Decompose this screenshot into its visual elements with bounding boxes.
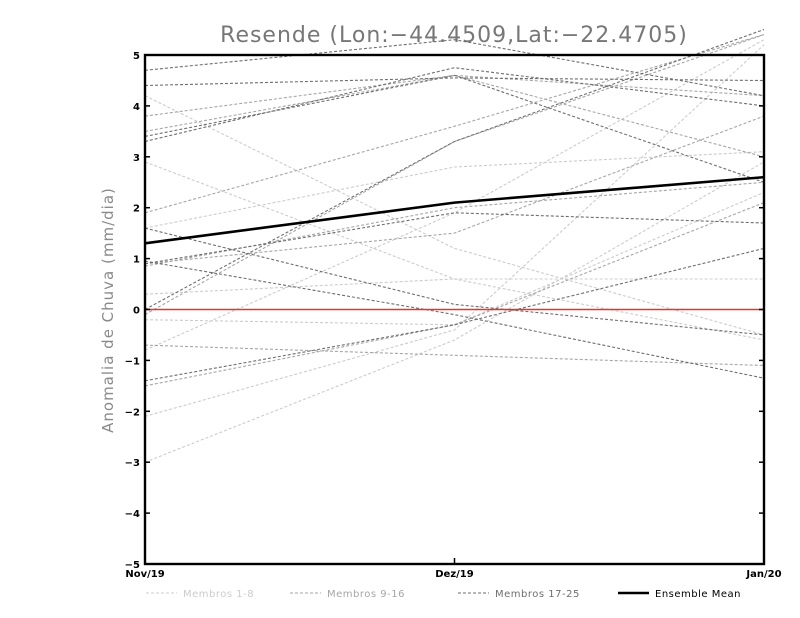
member-series-m16 [144,34,765,316]
member-series-m7 [144,151,765,229]
member-series-m9 [144,74,765,158]
y-tick-label: −5 [125,560,140,571]
member-series-m20 [144,227,765,336]
x-tick-label: Dez/19 [435,569,474,580]
member-series-m21 [144,212,765,265]
member-series-m12 [144,344,765,367]
legend-label: Membros 9-16 [327,589,405,600]
member-series-m15 [144,74,765,132]
y-tick-label: 3 [133,153,140,164]
y-tick-label: 2 [133,204,140,215]
y-tick-label: 5 [133,51,140,62]
legend-label: Membros 1-8 [183,589,254,600]
member-series-m14 [144,181,765,267]
legend-label: Ensemble Mean [655,589,741,600]
member-series-m3 [144,278,764,295]
member-series-m18 [144,77,765,87]
legend: Membros 1-8 Membros 9-16 Membros 17-25 Ense… [146,589,741,600]
member-series-m10 [144,34,765,214]
y-tick-label: 1 [133,255,140,266]
y-tick-label: −3 [125,458,140,469]
member-series-m8 [144,39,765,351]
member-series-m11 [144,115,765,265]
y-tick-label: −2 [125,407,140,418]
y-tick-label: −4 [125,509,140,520]
member-series-m22 [144,247,765,382]
y-tick-label: 4 [133,102,140,113]
member-series-m2 [144,161,765,341]
ensemble-mean-line [144,175,765,245]
member-series-m17 [144,39,765,97]
y-axis-label: Anomalia de Chuva (mm/dia) [99,187,117,433]
legend-label: Membros 17-25 [495,589,580,600]
x-tick-label: Jan/20 [745,569,781,580]
member-series-m1 [144,95,765,336]
chart-title: Resende (Lon:−44.4509,Lat:−22.4705) [220,23,688,48]
y-tick-label: −1 [125,356,140,367]
y-tick-label: 0 [133,306,140,317]
series-layer [144,28,765,463]
member-series-m19 [144,67,765,143]
member-series-m13 [144,202,765,387]
member-series-m24 [144,28,765,310]
member-series-m5 [144,44,765,417]
member-series-m6 [144,161,765,463]
x-tick-label: Nov/19 [125,569,164,580]
member-series-m25 [144,74,765,183]
